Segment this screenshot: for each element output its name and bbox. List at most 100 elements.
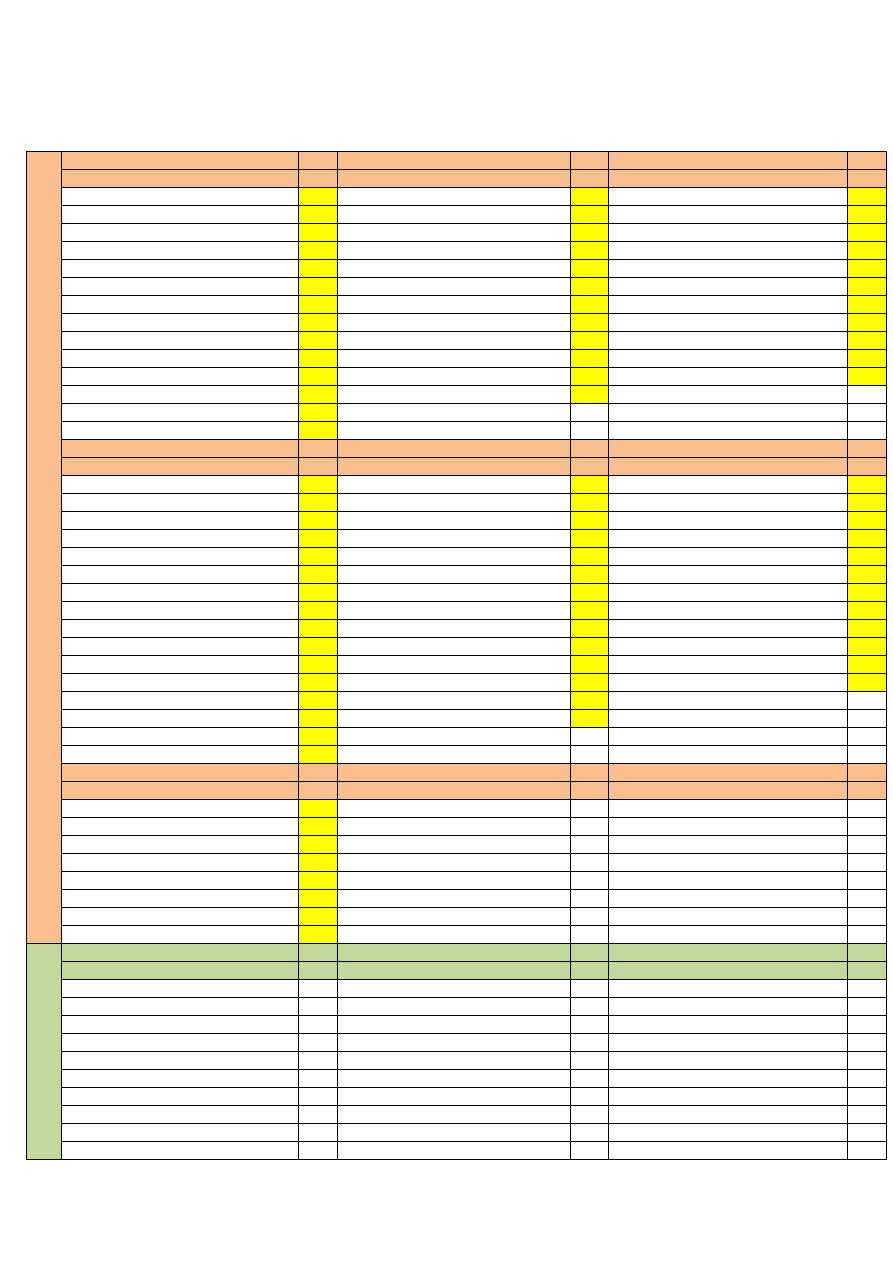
cell <box>337 799 571 818</box>
cell <box>570 655 609 674</box>
cell <box>61 1105 299 1124</box>
cell <box>608 313 848 332</box>
cell <box>570 601 609 620</box>
cell <box>337 331 571 350</box>
cell <box>847 961 887 980</box>
cell <box>847 673 887 692</box>
cell <box>298 763 338 782</box>
cell <box>570 349 609 368</box>
cell <box>298 1123 338 1142</box>
cell <box>61 1015 299 1034</box>
cell <box>298 1015 338 1034</box>
cell <box>337 493 571 512</box>
cell <box>608 241 848 260</box>
cell <box>61 475 299 494</box>
cell <box>847 943 887 962</box>
cell <box>847 889 887 908</box>
cell <box>337 547 571 566</box>
cell <box>298 367 338 386</box>
cell <box>298 997 338 1016</box>
cell <box>847 421 887 440</box>
cell <box>337 313 571 332</box>
cell <box>570 673 609 692</box>
cell <box>570 529 609 548</box>
cell <box>608 673 848 692</box>
cell <box>337 583 571 602</box>
cell <box>570 403 609 422</box>
cell <box>298 817 338 836</box>
cell <box>298 1051 338 1070</box>
cell <box>608 223 848 242</box>
cell <box>570 781 609 800</box>
cell <box>61 511 299 530</box>
cell <box>337 403 571 422</box>
cell <box>608 871 848 890</box>
cell <box>570 457 609 476</box>
cell <box>847 619 887 638</box>
cell <box>61 889 299 908</box>
cell <box>847 259 887 278</box>
cell <box>570 1069 609 1088</box>
cell <box>608 259 848 278</box>
cell <box>847 1051 887 1070</box>
cell <box>608 277 848 296</box>
cell <box>608 187 848 206</box>
cell <box>298 295 338 314</box>
cell <box>337 511 571 530</box>
cell <box>298 637 338 656</box>
cell <box>298 781 338 800</box>
cell <box>608 1051 848 1070</box>
cell <box>847 1123 887 1142</box>
cell <box>337 259 571 278</box>
cell <box>298 259 338 278</box>
cell <box>570 925 609 944</box>
cell <box>608 349 848 368</box>
cell <box>570 727 609 746</box>
cell <box>298 943 338 962</box>
cell <box>337 1141 571 1160</box>
cell <box>570 565 609 584</box>
cell <box>847 709 887 728</box>
cell <box>298 169 338 188</box>
cell <box>298 277 338 296</box>
cell <box>61 619 299 638</box>
cell <box>608 619 848 638</box>
cell <box>847 745 887 764</box>
cell <box>608 1033 848 1052</box>
cell <box>298 619 338 638</box>
cell <box>847 565 887 584</box>
cell <box>847 871 887 890</box>
cell <box>570 691 609 710</box>
cell <box>61 349 299 368</box>
cell <box>608 169 848 188</box>
cell <box>298 1033 338 1052</box>
cell <box>298 853 338 872</box>
cell <box>847 403 887 422</box>
cell <box>847 907 887 926</box>
cell <box>570 853 609 872</box>
cell <box>337 151 571 170</box>
cell <box>298 907 338 926</box>
cell <box>608 331 848 350</box>
cell <box>570 1105 609 1124</box>
cell <box>847 781 887 800</box>
cell <box>570 439 609 458</box>
cell <box>570 241 609 260</box>
cell <box>61 241 299 260</box>
cell <box>337 745 571 764</box>
cell <box>337 763 571 782</box>
cell <box>847 1033 887 1052</box>
cell <box>61 331 299 350</box>
cell <box>608 943 848 962</box>
cell <box>337 727 571 746</box>
cell <box>61 691 299 710</box>
cell <box>61 997 299 1016</box>
cell <box>847 529 887 548</box>
cell <box>608 655 848 674</box>
cell <box>61 799 299 818</box>
cell <box>847 223 887 242</box>
cell <box>847 925 887 944</box>
cell <box>608 781 848 800</box>
cell <box>847 655 887 674</box>
cell <box>847 817 887 836</box>
